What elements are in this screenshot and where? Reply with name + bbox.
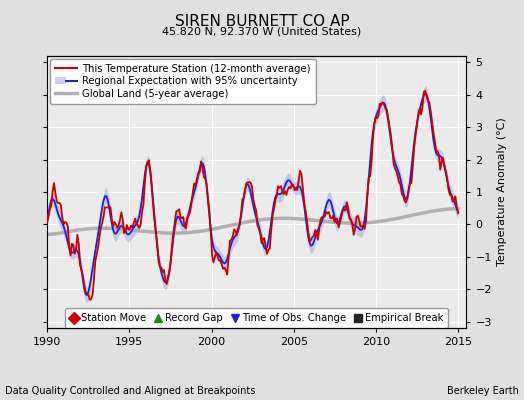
Legend: Station Move, Record Gap, Time of Obs. Change, Empirical Break: Station Move, Record Gap, Time of Obs. C… (65, 308, 449, 328)
Text: Berkeley Earth: Berkeley Earth (447, 386, 519, 396)
Text: Data Quality Controlled and Aligned at Breakpoints: Data Quality Controlled and Aligned at B… (5, 386, 256, 396)
Y-axis label: Temperature Anomaly (°C): Temperature Anomaly (°C) (497, 118, 507, 266)
Text: 45.820 N, 92.370 W (United States): 45.820 N, 92.370 W (United States) (162, 26, 362, 36)
Text: SIREN BURNETT CO AP: SIREN BURNETT CO AP (174, 14, 350, 29)
